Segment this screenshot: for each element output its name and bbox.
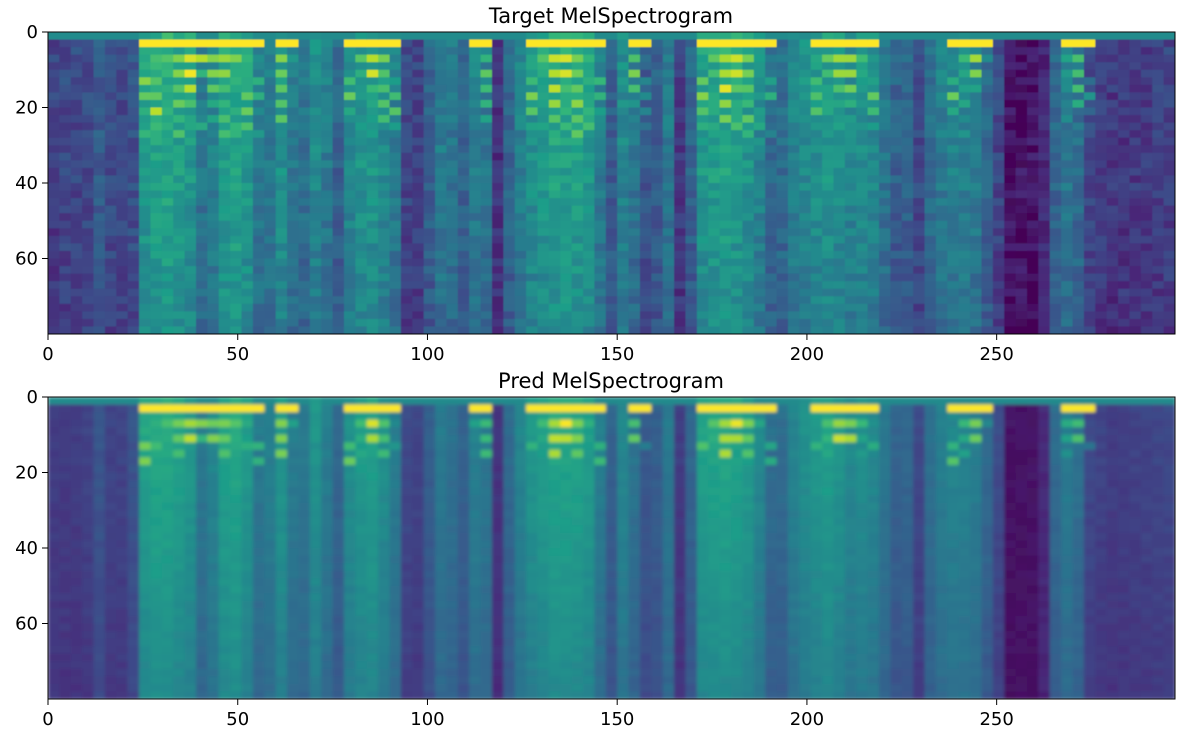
y-tick-label: 0 (27, 387, 38, 408)
y-tick-label: 20 (15, 463, 38, 484)
heatmap (48, 32, 1175, 334)
y-axis: 0 20 40 60 (15, 387, 48, 635)
x-tick-label: 100 (410, 709, 444, 730)
y-axis: 0 20 40 60 (15, 22, 48, 270)
y-tick-label: 60 (15, 249, 38, 270)
y-tick-label: 40 (15, 173, 38, 194)
x-tick-label: 250 (979, 709, 1013, 730)
y-tick-label: 40 (15, 538, 38, 559)
y-tick-label: 60 (15, 614, 38, 635)
x-tick-label: 50 (226, 709, 249, 730)
x-tick-label: 150 (600, 344, 634, 365)
x-tick-label: 50 (226, 344, 249, 365)
x-tick-label: 200 (790, 344, 824, 365)
x-axis: 0 50 100 150 200 250 (42, 334, 1014, 365)
heatmap (48, 397, 1175, 699)
y-tick-label: 0 (27, 22, 38, 43)
x-tick-label: 100 (410, 344, 444, 365)
chart-title: Pred MelSpectrogram (498, 369, 724, 393)
x-tick-label: 250 (979, 344, 1013, 365)
panel-pred: Pred MelSpectrogram 0 50 100 150 200 250 0 20 4… (15, 369, 1176, 730)
x-tick-label: 150 (600, 709, 634, 730)
x-tick-label: 0 (42, 344, 53, 365)
x-tick-label: 0 (42, 709, 53, 730)
panel-target: Target MelSpectrogram 0 50 100 150 200 250 0 2… (15, 4, 1176, 365)
x-axis: 0 50 100 150 200 250 (42, 699, 1014, 730)
x-tick-label: 200 (790, 709, 824, 730)
y-tick-label: 20 (15, 98, 38, 119)
chart-title: Target MelSpectrogram (488, 4, 733, 28)
